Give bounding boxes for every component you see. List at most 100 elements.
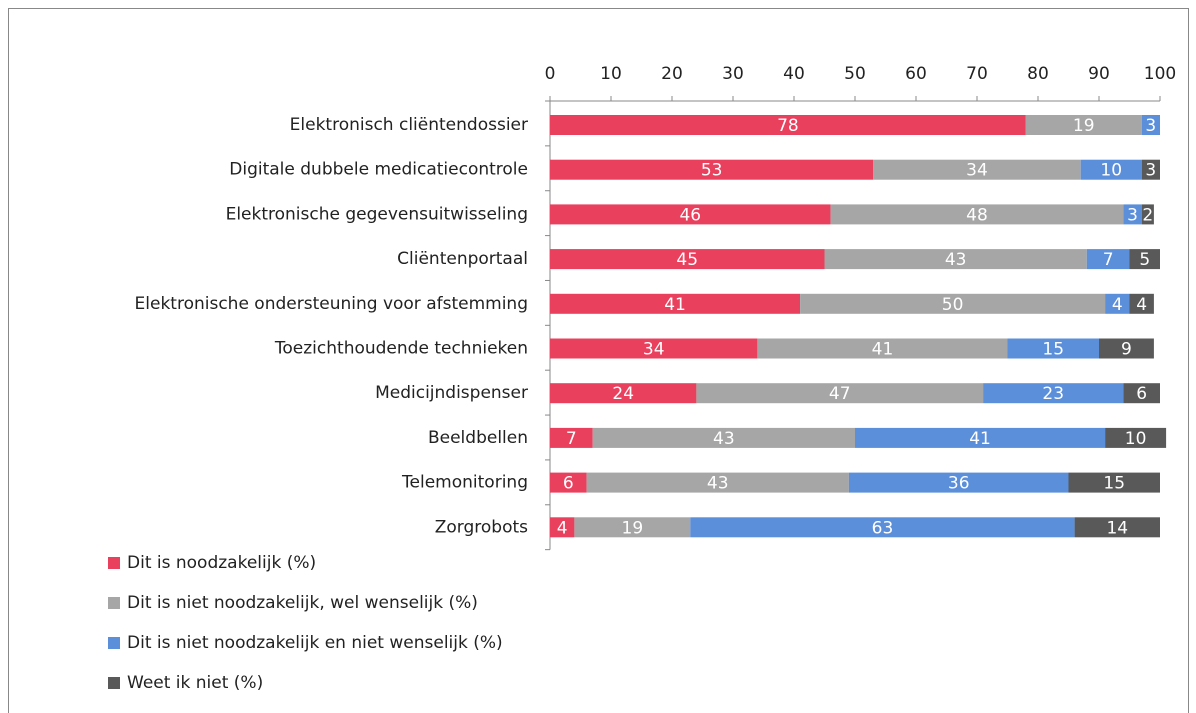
bar-segment — [550, 293, 801, 314]
bar-segment — [550, 159, 874, 180]
y-tick-label: Medicijndispenser — [375, 383, 528, 403]
data-label: 3 — [1127, 205, 1138, 225]
bar-segment — [1099, 338, 1154, 359]
chart-frame — [8, 8, 1189, 713]
bar-segment — [983, 383, 1124, 404]
x-tick-label: 0 — [545, 64, 556, 84]
legend-swatch — [108, 557, 120, 569]
data-label: 43 — [945, 250, 967, 270]
x-tick-label: 50 — [844, 64, 866, 84]
x-tick-label: 40 — [783, 64, 805, 84]
data-label: 19 — [622, 518, 644, 538]
legend-label: Dit is niet noodzakelijk, wel wenselijk … — [127, 593, 478, 613]
data-label: 7 — [566, 429, 577, 449]
bar-segment — [1123, 383, 1160, 404]
y-tick-label: Elektronische gegevensuitwisseling — [226, 204, 528, 224]
y-tick-label: Toezichthoudende technieken — [274, 339, 528, 359]
bar-segment — [848, 472, 1069, 493]
bar-segment — [1105, 427, 1167, 448]
data-label: 6 — [1136, 384, 1147, 404]
x-tick-label: 90 — [1088, 64, 1110, 84]
bar-segment — [1080, 159, 1142, 180]
x-tick-label: 10 — [600, 64, 622, 84]
data-label: 10 — [1125, 429, 1147, 449]
bar-segment — [1068, 472, 1160, 493]
bar-segment — [757, 338, 1008, 359]
data-label: 43 — [707, 474, 729, 494]
bar-segment — [550, 249, 825, 270]
data-label: 24 — [612, 384, 634, 404]
bar-segment — [574, 517, 691, 538]
y-tick-label: Telemonitoring — [401, 473, 528, 493]
data-label: 23 — [1042, 384, 1064, 404]
data-label: 3 — [1145, 161, 1156, 181]
bar-segment — [830, 204, 1124, 225]
y-tick-label: Elektronisch cliëntendossier — [290, 115, 528, 135]
data-label: 4 — [557, 518, 568, 538]
data-label: 41 — [872, 340, 894, 360]
bar-segment — [550, 472, 587, 493]
bar-segment — [824, 249, 1087, 270]
data-label: 46 — [679, 205, 701, 225]
legend-swatch — [108, 597, 120, 609]
bar-segment — [592, 427, 855, 448]
y-tick-label: Beeldbellen — [428, 428, 528, 448]
y-tick-label: Elektronische ondersteuning voor afstemm… — [135, 294, 528, 314]
data-label: 50 — [942, 295, 964, 315]
data-label: 7 — [1103, 250, 1114, 270]
bar-segment — [873, 159, 1081, 180]
bar-segment — [550, 338, 758, 359]
data-label: 4 — [1136, 295, 1147, 315]
legend-label: Dit is niet noodzakelijk en niet wenseli… — [127, 633, 503, 653]
bar-segment — [550, 427, 593, 448]
x-tick-label: 20 — [661, 64, 683, 84]
bar-segment — [586, 472, 849, 493]
data-label: 15 — [1103, 474, 1125, 494]
legend-swatch — [108, 637, 120, 649]
bar-segment — [1123, 204, 1142, 225]
bar-segment — [1141, 115, 1160, 135]
bar-segment — [1105, 293, 1130, 314]
bar-segment — [1129, 249, 1160, 270]
bar-segment — [1074, 517, 1160, 538]
data-label: 10 — [1100, 161, 1122, 181]
x-tick-label: 70 — [966, 64, 988, 84]
data-label: 5 — [1139, 250, 1150, 270]
data-label: 9 — [1121, 340, 1132, 360]
data-label: 78 — [777, 116, 799, 136]
data-label: 53 — [701, 161, 723, 181]
data-label: 4 — [1112, 295, 1123, 315]
y-tick-label: Zorgrobots — [435, 517, 528, 537]
bar-segment — [1086, 249, 1130, 270]
data-label: 6 — [563, 474, 574, 494]
x-tick-label: 30 — [722, 64, 744, 84]
data-label: 63 — [872, 518, 894, 538]
bar-segment — [550, 383, 697, 404]
data-label: 34 — [643, 340, 665, 360]
data-label: 3 — [1145, 116, 1156, 136]
bar-segment — [855, 427, 1106, 448]
data-label: 45 — [676, 250, 698, 270]
data-label: 2 — [1142, 205, 1153, 225]
bar-segment — [550, 115, 1026, 135]
data-label: 15 — [1042, 340, 1064, 360]
bar-segment — [696, 383, 984, 404]
data-label: 47 — [829, 384, 851, 404]
data-label: 41 — [664, 295, 686, 315]
data-label: 36 — [948, 474, 970, 494]
legend-label: Dit is noodzakelijk (%) — [127, 553, 316, 573]
x-tick-label: 60 — [905, 64, 927, 84]
bar-segment — [550, 204, 831, 225]
bar-segment — [1007, 338, 1099, 359]
bar-segment — [800, 293, 1106, 314]
data-label: 41 — [969, 429, 991, 449]
data-label: 34 — [966, 161, 988, 181]
bar-segment — [1141, 204, 1154, 225]
legend-swatch — [108, 677, 120, 689]
bar-segment — [1025, 115, 1142, 135]
x-tick-label: 80 — [1027, 64, 1049, 84]
data-label: 43 — [713, 429, 735, 449]
legend-label: Weet ik niet (%) — [127, 673, 263, 693]
y-tick-label: Cliëntenportaal — [397, 249, 528, 269]
